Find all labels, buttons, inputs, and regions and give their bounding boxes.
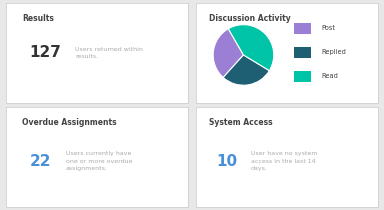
Bar xyxy=(295,71,311,82)
Text: Post: Post xyxy=(322,25,336,31)
Text: Users returned within
results.: Users returned within results. xyxy=(75,47,143,59)
Text: System Access: System Access xyxy=(209,118,273,127)
Text: Overdue Assignments: Overdue Assignments xyxy=(22,118,117,127)
Text: 127: 127 xyxy=(30,45,61,60)
Text: Read: Read xyxy=(322,73,339,79)
Text: Replied: Replied xyxy=(322,49,347,55)
Text: Discussion Activity: Discussion Activity xyxy=(209,14,291,23)
Text: User have no system
access in the last 14
days.: User have no system access in the last 1… xyxy=(251,151,317,171)
Bar xyxy=(295,23,311,34)
Text: Users currently have
one or more overdue
assignments.: Users currently have one or more overdue… xyxy=(66,151,132,171)
Text: Results: Results xyxy=(22,14,54,23)
Text: 10: 10 xyxy=(216,154,237,169)
Text: 22: 22 xyxy=(30,154,51,169)
Bar xyxy=(295,47,311,58)
